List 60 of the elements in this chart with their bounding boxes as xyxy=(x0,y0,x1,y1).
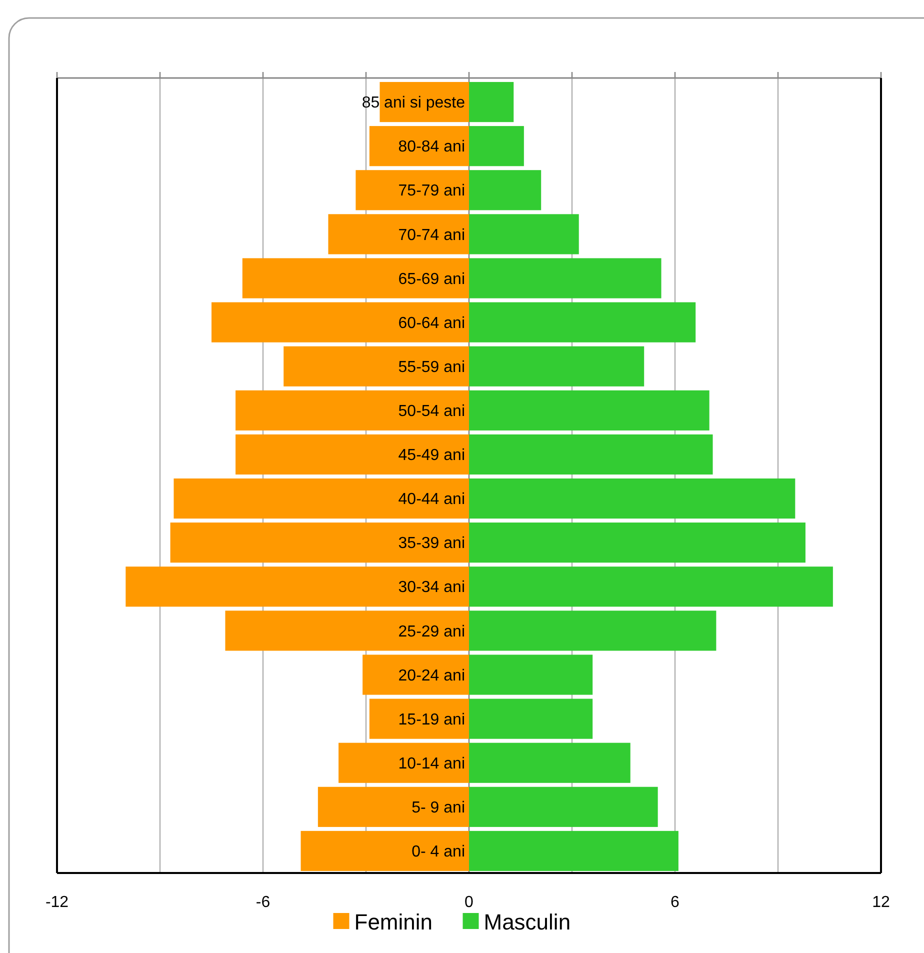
y-tick-label: 35-39 ani xyxy=(398,535,465,552)
y-tick-label: 80-84 ani xyxy=(398,138,465,156)
bar xyxy=(469,346,644,386)
x-tick-label: 12 xyxy=(872,894,890,911)
y-tick-label: 25-29 ani xyxy=(398,623,465,640)
bar xyxy=(469,830,678,872)
bar xyxy=(236,434,469,475)
bar xyxy=(469,214,579,254)
bar xyxy=(318,786,469,827)
y-tick-label: 45-49 ani xyxy=(398,447,465,464)
bar xyxy=(469,434,713,475)
bar xyxy=(469,786,658,827)
y-tick-label: 0- 4 ani xyxy=(412,844,465,861)
bar xyxy=(469,742,630,783)
x-tick-label: 0 xyxy=(464,894,474,911)
bar xyxy=(469,566,833,607)
bar xyxy=(242,258,469,298)
bar xyxy=(356,170,469,210)
bar xyxy=(362,654,469,695)
y-tick-label: 70-74 ani xyxy=(398,226,465,244)
bar xyxy=(469,522,806,563)
x-tick-label: -6 xyxy=(256,894,270,911)
bar xyxy=(469,170,542,210)
y-tick-label: 10-14 ani xyxy=(398,755,465,772)
bar xyxy=(469,610,716,651)
y-tick-label: 75-79 ani xyxy=(398,182,465,200)
bar xyxy=(469,126,524,166)
y-tick-label: 20-24 ani xyxy=(398,667,465,684)
bar xyxy=(225,610,469,651)
bar xyxy=(338,742,469,783)
y-tick-label: 40-44 ani xyxy=(398,491,465,508)
bar xyxy=(328,214,469,254)
bar xyxy=(369,126,469,166)
bar xyxy=(469,82,514,122)
bar xyxy=(469,258,662,298)
y-tick-label: 65-69 ani xyxy=(398,270,465,288)
bar xyxy=(284,346,469,386)
y-tick-label: 5- 9 ani xyxy=(412,800,465,817)
bar xyxy=(469,698,593,739)
bar xyxy=(170,522,469,563)
bar xyxy=(469,390,710,430)
y-tick-label: 50-54 ani xyxy=(398,403,465,420)
y-tick-label: 55-59 ani xyxy=(398,358,465,376)
y-tick-label: 30-34 ani xyxy=(398,579,465,596)
x-tick-label: 6 xyxy=(670,894,680,911)
x-tick-label: -12 xyxy=(45,894,69,911)
y-tick-label: 15-19 ani xyxy=(398,711,465,728)
bar xyxy=(469,478,796,519)
bar xyxy=(300,830,469,872)
bar xyxy=(126,566,469,607)
bar xyxy=(236,390,469,430)
y-tick-label: 60-64 ani xyxy=(398,314,465,332)
legend-label: Feminin xyxy=(354,910,432,935)
bar xyxy=(469,654,593,695)
bar xyxy=(469,302,696,342)
bar xyxy=(174,478,469,519)
y-tick-label: 85 ani si peste xyxy=(362,94,466,112)
bar xyxy=(369,698,469,739)
bar xyxy=(212,302,469,342)
legend-label: Masculin xyxy=(484,910,571,935)
